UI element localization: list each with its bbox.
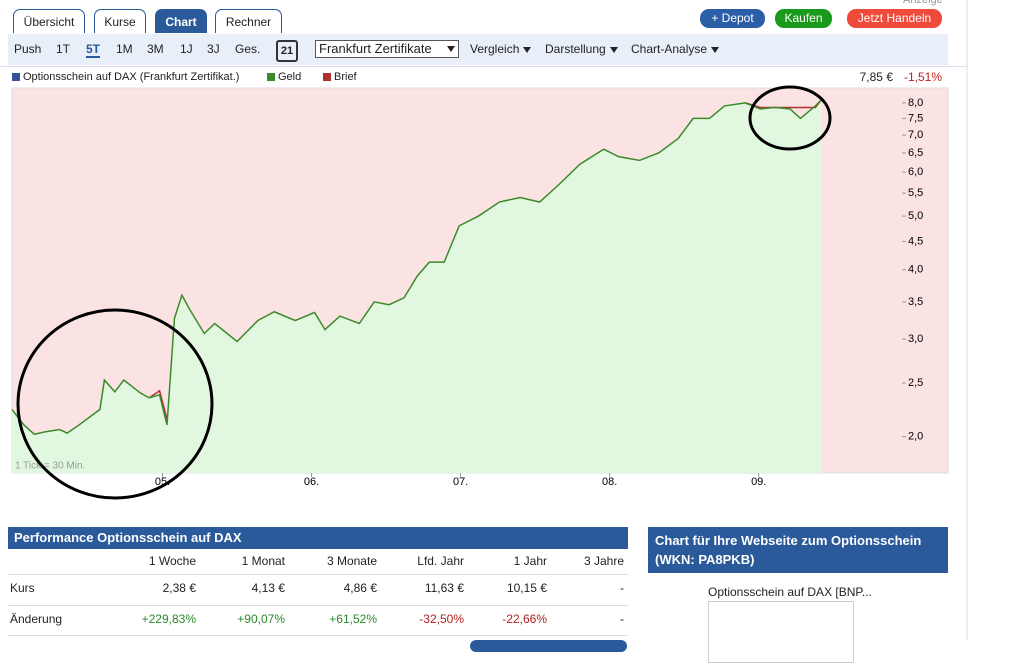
cell: 4,13 € — [251, 581, 285, 595]
period-button[interactable]: 1T — [56, 42, 71, 56]
y-tick-label: 3,5 — [908, 296, 923, 308]
line — [11, 99, 822, 436]
highlight-circle — [748, 85, 832, 151]
y-tick-label: 2,5 — [908, 377, 923, 389]
row-separator — [8, 574, 628, 575]
x-tick-label: 08. — [602, 476, 617, 488]
period-button[interactable]: 5T — [86, 42, 101, 58]
column-header: 3 Monate — [326, 554, 377, 568]
action-button[interactable]: Jetzt Handeln — [847, 9, 942, 28]
column-header: Lfd. Jahr — [417, 554, 464, 568]
y-tick-label: 7,0 — [908, 129, 923, 141]
widget-title: Chart für Ihre Webseite zum Optionsschei… — [655, 533, 922, 548]
y-tick-label: 4,5 — [908, 235, 923, 247]
exchange-select[interactable]: Frankfurt Zertifikate — [315, 40, 459, 58]
y-tick-label: 2,0 — [908, 431, 923, 443]
column-header: 1 Monat — [241, 554, 285, 568]
table-header: Performance Optionsschein auf DAX — [8, 527, 628, 549]
menu-arrow — [711, 46, 720, 53]
row-separator — [8, 605, 628, 606]
tab[interactable]: Rechner — [215, 9, 282, 33]
calendar-button[interactable]: 21 — [276, 40, 298, 62]
period-button[interactable]: 1M — [116, 42, 133, 56]
legend-label: Optionsschein auf DAX (Frankfurt Zertifi… — [23, 71, 240, 83]
highlight-circle — [16, 308, 214, 500]
period-button[interactable]: 3J — [207, 42, 220, 56]
widget-header: Chart für Ihre Webseite zum Optionsschei… — [648, 527, 948, 573]
period-button[interactable]: Ges. — [235, 42, 261, 56]
widget-title: (WKN: PA8PKB) — [655, 552, 755, 567]
legend-label: Geld — [278, 71, 302, 83]
action-button[interactable]: + Depot — [700, 9, 765, 28]
line — [745, 99, 822, 109]
legend-label: Brief — [334, 71, 357, 83]
cell: - — [620, 581, 624, 595]
y-tick-label: 8,0 — [908, 97, 923, 109]
period-button[interactable]: Push — [14, 42, 42, 56]
x-tick-label: 06. — [304, 476, 319, 488]
cell: +61,52% — [329, 612, 377, 626]
legend-swatch — [12, 73, 20, 81]
cell: 11,63 € — [424, 581, 464, 595]
period-button[interactable]: 1J — [180, 42, 193, 56]
cell: 2,38 € — [162, 581, 196, 595]
column-header: 1 Jahr — [513, 554, 547, 568]
y-tick-label: 5,5 — [908, 187, 923, 199]
tab[interactable]: Kurse — [94, 9, 146, 33]
widget-text: Optionsschein auf DAX [BNP... — [708, 585, 872, 599]
column-header: 1 Woche — [148, 554, 196, 568]
y-tick-label: 6,5 — [908, 147, 923, 159]
tab[interactable]: Chart — [155, 9, 207, 33]
menu[interactable]: Chart-Analyse — [631, 42, 720, 56]
cell: +90,07% — [237, 612, 285, 626]
cell: - — [620, 612, 624, 626]
quote-change: -1,51% — [903, 70, 942, 84]
menu-arrow — [609, 46, 618, 53]
area — [12, 99, 822, 474]
y-tick-label: 5,0 — [908, 210, 923, 222]
cell: +229,83% — [141, 612, 196, 626]
y-tick-label: 4,0 — [908, 264, 923, 276]
tab[interactable]: Übersicht — [13, 9, 85, 33]
more-button[interactable] — [470, 640, 627, 652]
divider — [0, 66, 967, 67]
menu[interactable]: Darstellung — [545, 42, 618, 56]
y-tick-label: 3,0 — [908, 333, 923, 345]
line — [148, 389, 168, 420]
menu[interactable]: Vergleich — [470, 42, 532, 56]
menu-arrow — [523, 46, 532, 53]
x-tick-label: 07. — [453, 476, 468, 488]
toolbar — [8, 34, 948, 65]
quote-price: 7,85 € — [859, 70, 893, 84]
annotation: 1 Tick = 30 Min. — [15, 461, 85, 472]
cell: -22,66% — [502, 612, 547, 626]
y-tick-label: 6,0 — [908, 166, 923, 178]
row-label: Änderung — [10, 612, 63, 626]
row-separator — [8, 635, 628, 636]
select-arrow — [447, 46, 455, 52]
legend-swatch — [267, 73, 275, 81]
cell: -32,50% — [419, 612, 464, 626]
cell: 4,86 € — [343, 581, 377, 595]
y-tick-label: 7,5 — [908, 112, 923, 124]
x-tick-label: 09. — [751, 476, 766, 488]
legend-swatch — [323, 73, 331, 81]
column-header: 3 Jahre — [583, 554, 624, 568]
action-button[interactable]: Kaufen — [775, 9, 832, 28]
cell: 10,15 € — [506, 581, 547, 595]
ad-label: Anzeige — [903, 0, 943, 6]
period-button[interactable]: 3M — [147, 42, 164, 56]
row-label: Kurs — [10, 581, 35, 595]
widget-preview — [708, 601, 854, 663]
